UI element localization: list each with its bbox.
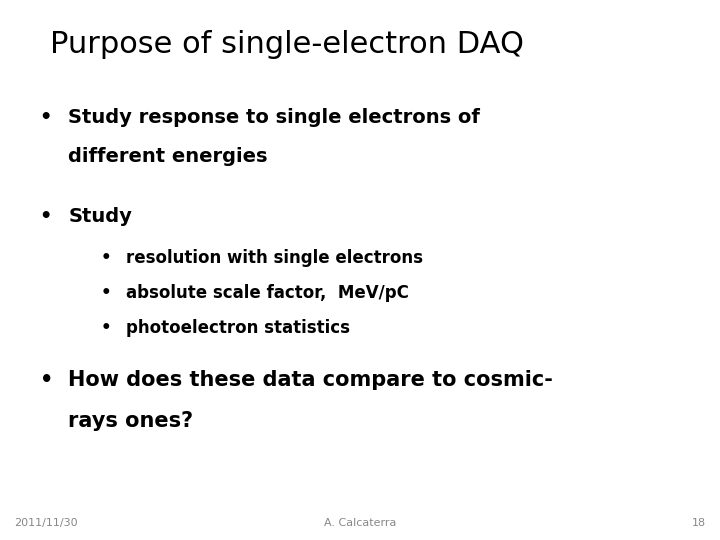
Text: resolution with single electrons: resolution with single electrons <box>126 249 423 267</box>
Text: rays ones?: rays ones? <box>68 411 194 431</box>
Text: •: • <box>40 370 53 390</box>
Text: different energies: different energies <box>68 147 268 166</box>
Text: •: • <box>40 108 52 127</box>
Text: photoelectron statistics: photoelectron statistics <box>126 319 350 337</box>
Text: •: • <box>101 249 112 267</box>
Text: Study response to single electrons of: Study response to single electrons of <box>68 108 480 127</box>
Text: absolute scale factor,  MeV/pC: absolute scale factor, MeV/pC <box>126 284 409 302</box>
Text: A. Calcaterra: A. Calcaterra <box>324 518 396 528</box>
Text: Study: Study <box>68 207 132 226</box>
Text: •: • <box>101 319 112 337</box>
Text: 2011/11/30: 2011/11/30 <box>14 518 78 528</box>
Text: Purpose of single-electron DAQ: Purpose of single-electron DAQ <box>50 30 524 59</box>
Text: •: • <box>40 207 52 226</box>
Text: 18: 18 <box>691 518 706 528</box>
Text: How does these data compare to cosmic-: How does these data compare to cosmic- <box>68 370 553 390</box>
Text: •: • <box>101 284 112 302</box>
